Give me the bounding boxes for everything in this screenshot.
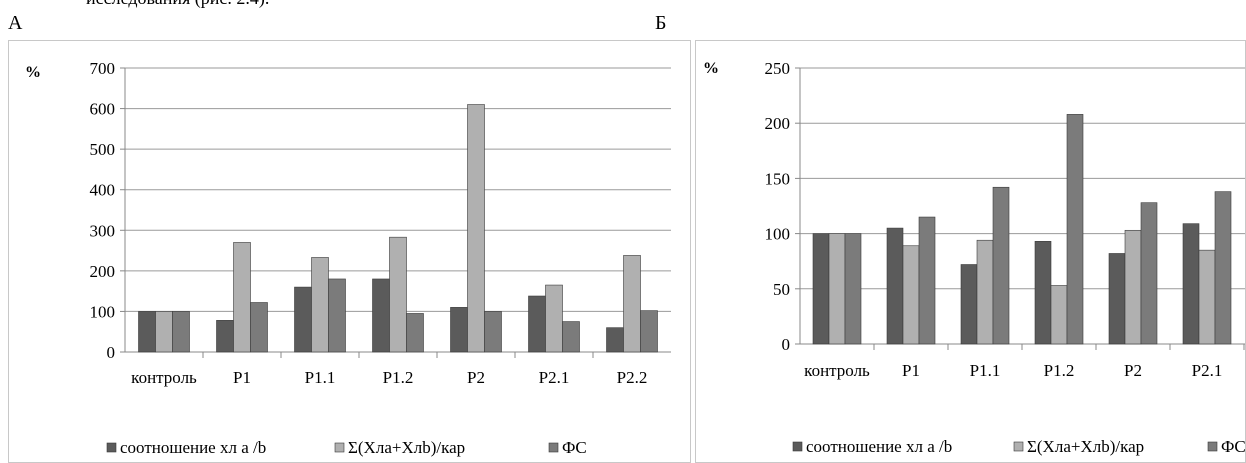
chart-a-bar-контроль-s3 (172, 311, 190, 353)
chart-a-bar-P1-s3 (250, 302, 268, 353)
chart-a-bar-P1-s1 (216, 320, 234, 353)
chart-a-ylabel: % (25, 64, 41, 81)
chart-a-bar-контроль-s2 (155, 311, 173, 353)
chart-a-category-label: P1.1 (305, 368, 336, 387)
chart-b-bar-контроль-s1 (812, 233, 830, 345)
chart-a-category-label: P2 (467, 368, 485, 387)
panel-label-a: А (8, 12, 23, 34)
chart-a-category-label: P1 (233, 368, 251, 387)
chart-b-bar-P1-s3 (918, 216, 936, 345)
panel-label-b: Б (655, 12, 667, 34)
chart-b-legend-label-2: Σ(Хла+Хлb)/кар (1027, 437, 1144, 456)
bar-chart-b: % 0 50 100 150 200 250 контроль P1 P1.1 P1.2 P2 P2.1… (703, 59, 1245, 456)
chart-b-bar-P2.1-s3 (1214, 191, 1232, 345)
chart-b-legend-swatch-2 (1013, 441, 1024, 452)
chart-b-bar-P1.1-s3 (992, 186, 1010, 345)
chart-a-legend-swatch-2 (334, 442, 345, 453)
chart-b-category-label: контроль (804, 361, 870, 380)
chart-b-bar-P2.1-s1 (1182, 223, 1200, 345)
chart-b-bar-P1-s2 (902, 245, 920, 345)
chart-b-category-label: P1 (902, 361, 920, 380)
chart-b-bar-контроль-s3 (844, 233, 862, 345)
chart-b-bar-P2.1-s2 (1198, 249, 1216, 345)
chart-a-ytick-label: 600 (90, 100, 116, 119)
chart-panel-b: % 0 50 100 150 200 250 контроль P1 P1.1 P1.2 P2 P2.1… (695, 40, 1246, 463)
chart-a-bar-P1.1-s3 (328, 278, 346, 353)
chart-a-legend-label-3: ФС (562, 438, 587, 457)
chart-b-ylabel: % (703, 60, 719, 77)
chart-b-ytick-label: 50 (773, 280, 790, 299)
chart-b-legend-swatch-1 (792, 441, 803, 452)
chart-a-bar-контроль-s1 (138, 311, 156, 353)
chart-a-bar-P2.2-s3 (640, 310, 658, 353)
chart-b-bar-P1.2-s2 (1050, 285, 1068, 345)
chart-a-ytick-label: 700 (90, 59, 116, 78)
chart-a-bar-P2.1-s3 (562, 321, 580, 353)
chart-a-bar-P2-s2 (467, 104, 485, 353)
caption-fragment: исследования (рис. 2.4). (86, 0, 269, 9)
chart-b-legend-label-1: соотношение хл а /b (806, 437, 952, 456)
chart-b-bar-P2-s3 (1140, 202, 1158, 345)
chart-a-ytick-label: 100 (90, 302, 116, 321)
chart-a-category-label: P1.2 (383, 368, 414, 387)
chart-b-category-label: P1.2 (1044, 361, 1075, 380)
bar-chart-a: % 0 100 200 300 400 500 600 700 контроль P1 P1.1 P1.… (25, 59, 671, 457)
chart-a-ytick-label: 500 (90, 140, 116, 159)
chart-b-bar-P1-s1 (886, 227, 904, 345)
chart-a-bar-P2.1-s2 (545, 284, 563, 353)
chart-b-ytick-label: 100 (765, 225, 791, 244)
chart-b-ytick-label: 200 (765, 114, 791, 133)
chart-a-bar-P2.2-s1 (606, 327, 624, 353)
chart-a-bar-P2.1-s1 (528, 295, 546, 353)
chart-a-bar-P1.1-s1 (294, 286, 312, 353)
chart-a-bar-P1-s2 (233, 242, 251, 353)
chart-b-bar-P2-s1 (1108, 253, 1126, 345)
chart-b-category-label: P2 (1124, 361, 1142, 380)
chart-b-bar-P1.2-s1 (1034, 241, 1052, 345)
chart-a-category-label: P2.1 (539, 368, 570, 387)
chart-a-bar-P2-s1 (450, 307, 468, 353)
chart-b-ytick-label: 250 (765, 59, 791, 78)
chart-b-bar-P1.1-s1 (960, 264, 978, 345)
chart-a-bar-P1.2-s2 (389, 236, 407, 353)
chart-a-bar-P1.2-s3 (406, 313, 424, 353)
chart-b-legend-swatch-3 (1207, 441, 1218, 452)
chart-a-category-label: контроль (131, 368, 197, 387)
chart-b-bar-P2-s2 (1124, 229, 1142, 345)
chart-panel-a: % 0 100 200 300 400 500 600 700 контроль P1 P1.1 P1.… (8, 40, 691, 463)
chart-a-legend-label-2: Σ(Хла+Хлb)/кар (348, 438, 465, 457)
chart-b-ytick-label: 150 (765, 169, 791, 188)
chart-b-bar-P1.1-s2 (976, 239, 994, 345)
chart-a-bar-P1.1-s2 (311, 257, 329, 353)
chart-b-bar-контроль-s2 (828, 233, 846, 345)
chart-a-bar-P1.2-s1 (372, 278, 390, 353)
chart-b-bar-P1.2-s3 (1066, 114, 1084, 345)
chart-a-ytick-label: 200 (90, 262, 116, 281)
chart-b-ytick-label: 0 (782, 335, 791, 354)
chart-a-ytick-label: 400 (90, 181, 116, 200)
chart-b-category-label: P2.1 (1192, 361, 1223, 380)
chart-b-legend-label-3: ФС (1221, 437, 1245, 456)
chart-a-legend-label-1: соотношение хл а /b (120, 438, 266, 457)
chart-a-bar-P2-s3 (484, 311, 502, 353)
chart-a-legend-swatch-1 (106, 442, 117, 453)
chart-b-category-label: P1.1 (970, 361, 1001, 380)
chart-a-legend-swatch-3 (548, 442, 559, 453)
chart-a-ytick-label: 300 (90, 221, 116, 240)
chart-a-bar-P2.2-s2 (623, 255, 641, 353)
chart-a-category-label: P2.2 (617, 368, 648, 387)
chart-a-ytick-label: 0 (107, 343, 116, 362)
